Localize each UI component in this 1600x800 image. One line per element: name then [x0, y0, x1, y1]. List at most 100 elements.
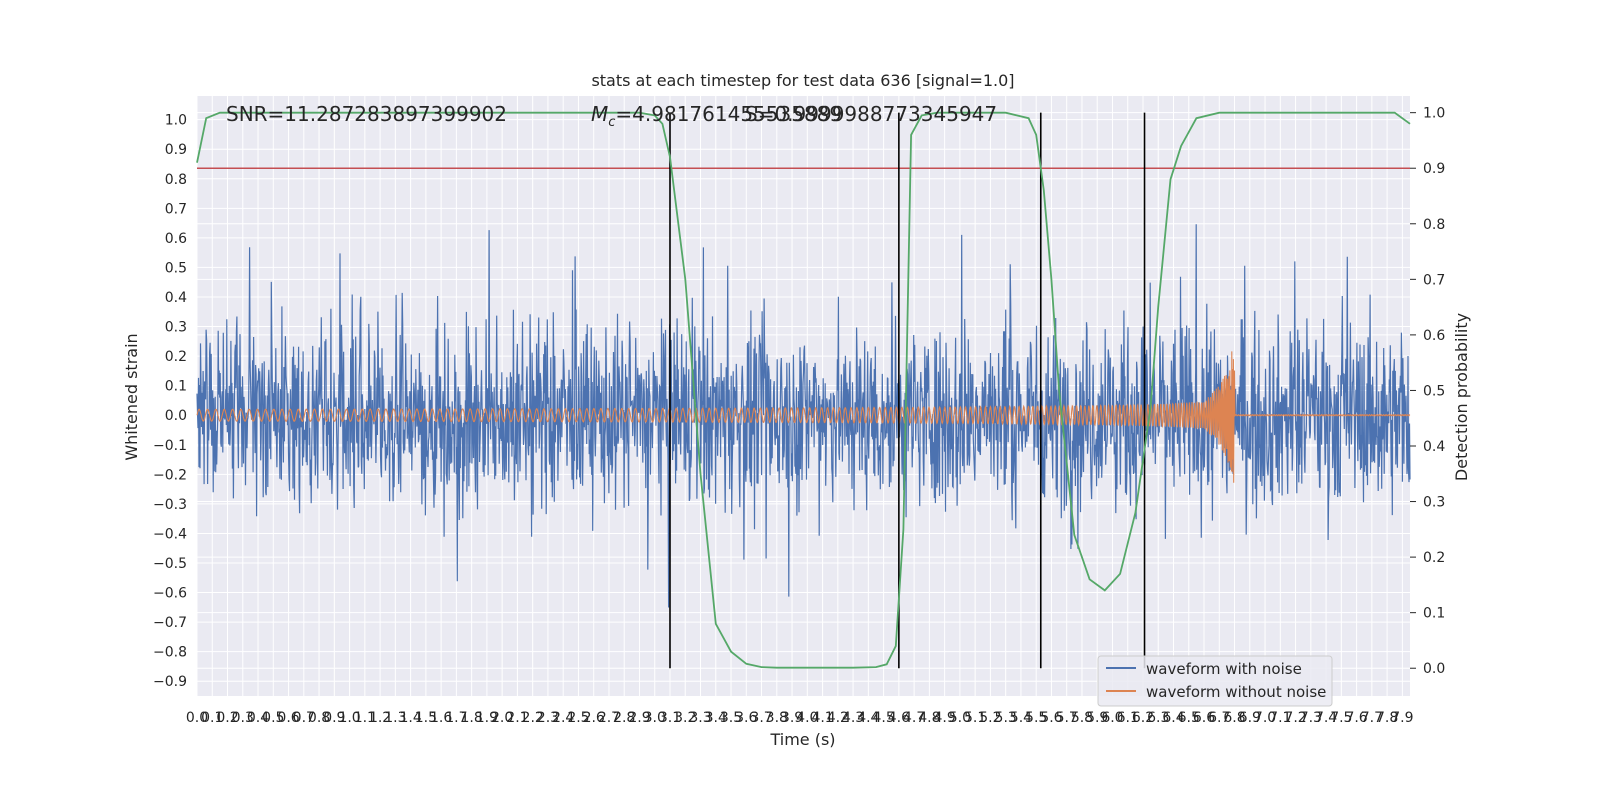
x-tick-label: 7.5 [1330, 710, 1352, 726]
x-tick-label: 6.5 [1178, 710, 1200, 726]
x-tick-label: 0.0 [186, 710, 208, 726]
y-tick-label: 1.0 [165, 113, 187, 129]
x-tick-label: 6.7 [1208, 710, 1230, 726]
x-tick-label: 4.5 [872, 710, 894, 726]
x-tick-label: 7.7 [1361, 710, 1383, 726]
x-tick-label: 2.0 [491, 710, 513, 726]
x-tick-label: 5.8 [1071, 710, 1093, 726]
x-tick-label: 7.4 [1315, 710, 1337, 726]
x-tick-label: 2.8 [613, 710, 635, 726]
x-tick-label: 5.6 [1040, 710, 1062, 726]
y-tick-label: −0.6 [153, 586, 187, 602]
x-tick-label: 0.8 [308, 710, 330, 726]
x-tick-label: 6.6 [1193, 710, 1215, 726]
x-tick-label: 2.4 [552, 710, 574, 726]
x-tick-label: 2.5 [567, 710, 589, 726]
y-tick-label: 0.9 [165, 142, 187, 158]
window-marker-lines [669, 112, 1146, 669]
x-tick-label: 3.1 [659, 710, 681, 726]
x-tick-label: 6.4 [1162, 710, 1184, 726]
overlap-annotation: S=0.9999988773345947 [745, 102, 997, 126]
x-tick-label: 7.1 [1269, 710, 1291, 726]
x-tick-label: 1.7 [445, 710, 467, 726]
x-tick-label: 5.4 [1010, 710, 1032, 726]
y-tick-label: −0.3 [153, 497, 187, 513]
x-tick-label: 5.3 [995, 710, 1017, 726]
x-tick-label: 6.8 [1223, 710, 1245, 726]
x-tick-label: 1.1 [354, 710, 376, 726]
x-tick-label: 1.0 [338, 710, 360, 726]
x-tick-label: 1.9 [476, 710, 498, 726]
x-tick-label: 4.9 [934, 710, 956, 726]
x-tick-label: 7.6 [1345, 710, 1367, 726]
y2-tick-label: 0.4 [1423, 439, 1445, 455]
x-tick-label: 3.7 [750, 710, 772, 726]
x-tick-label: 5.1 [964, 710, 986, 726]
x-tick-label: 6.0 [1101, 710, 1123, 726]
y-tick-label: 0.6 [165, 231, 187, 247]
y2-tick-label: 0.6 [1423, 328, 1445, 344]
x-tick-label: 4.3 [842, 710, 864, 726]
x-tick-label: 7.3 [1300, 710, 1322, 726]
x-tick-label: 7.9 [1391, 710, 1413, 726]
x-tick-label: 5.0 [949, 710, 971, 726]
y-tick-label: 0.8 [165, 172, 187, 188]
x-tick-label: 1.2 [369, 710, 391, 726]
chirp-mass-annotation: Mc=4.981761455535889 [591, 102, 842, 130]
y-tick-label: 0.3 [165, 320, 187, 336]
y-tick-label: 0.7 [165, 201, 187, 217]
detection-probability-line [196, 111, 1411, 669]
x-axis-ticks: 0.00.10.20.30.40.50.60.70.80.91.01.11.21… [186, 710, 1414, 726]
x-tick-label: 6.3 [1147, 710, 1169, 726]
chirp-mass-symbol: M [591, 102, 608, 126]
y2-tick-label: 0.7 [1423, 272, 1445, 288]
x-tick-label: 0.6 [277, 710, 299, 726]
x-tick-label: 0.4 [247, 710, 269, 726]
x-tick-label: 0.9 [323, 710, 345, 726]
waveform-with-noise-series [196, 224, 1411, 608]
y-axis-ticks: −0.9 −0.8 −0.7 −0.6 −0.5 −0.4 −0.3 −0.2 −0.1 0.0 0… [153, 113, 187, 691]
legend: waveform with noise waveform without noi… [1097, 655, 1333, 707]
y-tick-label: 0.0 [165, 408, 187, 424]
y-tick-label: −0.9 [153, 674, 187, 690]
x-tick-label: 3.0 [644, 710, 666, 726]
x-tick-label: 1.8 [461, 710, 483, 726]
x-tick-label: 4.4 [857, 710, 879, 726]
chart-title: stats at each timestep for test data 636… [591, 71, 1014, 90]
x-tick-label: 7.0 [1254, 710, 1276, 726]
y2-tick-label: 0.5 [1423, 383, 1445, 399]
x-tick-label: 3.4 [705, 710, 727, 726]
x-tick-label: 1.3 [384, 710, 406, 726]
x-tick-label: 0.7 [293, 710, 315, 726]
y-tick-label: 0.1 [165, 379, 187, 395]
chirp-mass-subscript: c [608, 115, 615, 130]
x-tick-label: 1.4 [399, 710, 421, 726]
x-tick-label: 4.2 [827, 710, 849, 726]
x-tick-label: 0.5 [262, 710, 284, 726]
x-tick-label: 2.7 [598, 710, 620, 726]
legend-noise-label: waveform with noise [1146, 660, 1302, 678]
x-tick-label: 4.0 [796, 710, 818, 726]
x-tick-label: 3.6 [735, 710, 757, 726]
x-tick-label: 4.8 [918, 710, 940, 726]
x-tick-label: 2.2 [522, 710, 544, 726]
x-tick-label: 6.9 [1239, 710, 1261, 726]
y2-tick-label: 0.8 [1423, 217, 1445, 233]
x-tick-label: 2.9 [628, 710, 650, 726]
chirp-mass-value: =4.981761455535889 [615, 102, 842, 126]
x-tick-label: 3.5 [720, 710, 742, 726]
noise-waveform-line [196, 224, 1411, 608]
x-tick-label: 4.6 [888, 710, 910, 726]
x-tick-label: 2.3 [537, 710, 559, 726]
y-tick-label: −0.7 [153, 615, 187, 631]
snr-annotation: SNR=11.287283897399902 [226, 102, 507, 126]
x-tick-label: 0.1 [201, 710, 223, 726]
x-tick-label: 2.1 [506, 710, 528, 726]
clean-waveform-line [196, 351, 1411, 483]
x-axis-label: Time (s) [769, 730, 835, 749]
x-tick-label: 5.9 [1086, 710, 1108, 726]
y2-tick-label: 0.2 [1423, 550, 1445, 566]
x-tick-label: 0.2 [216, 710, 238, 726]
y-tick-label: 0.5 [165, 260, 187, 276]
